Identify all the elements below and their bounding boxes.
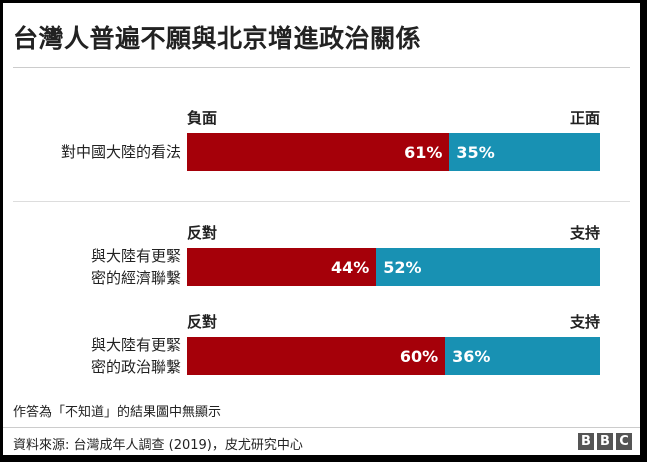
divider [13, 67, 630, 68]
row-label: 與大陸有更緊 密的政治聯繫 [11, 334, 181, 378]
negative-value-label: 44% [330, 257, 370, 277]
source-text: 資料來源: 台灣成年人調查 (2019)，皮尤研究中心 [13, 438, 303, 453]
bar-negative-2: 60% [187, 337, 446, 375]
left-end-label: 反對 [187, 313, 218, 331]
left-end-label: 負面 [187, 109, 218, 127]
row-label-line: 與大陸有更緊 [90, 336, 181, 354]
positive-value-label: 52% [383, 257, 422, 277]
row-label-line: 密的政治聯繫 [90, 358, 181, 376]
right-end-label: 正面 [569, 109, 600, 127]
bbc-logo-letter: B [597, 433, 613, 450]
positive-value-label: 36% [452, 346, 491, 366]
divider [13, 201, 630, 202]
bar-negative-1: 44% [187, 248, 377, 286]
row-label-line: 密的經濟聯繫 [90, 269, 181, 287]
bar-positive-0: 35% [449, 133, 600, 171]
left-end-label: 反對 [187, 224, 218, 242]
row-label: 對中國大陸的看法 [11, 141, 181, 163]
bbc-logo-letter: C [616, 433, 632, 450]
bbc-logo: B B C [578, 433, 632, 450]
right-end-label: 支持 [569, 224, 600, 242]
chart-card: 台灣人普遍不願與北京增進政治關係 負面 正面 對中國大陸的看法 61% 35% … [3, 3, 640, 455]
bar-positive-2: 36% [445, 337, 600, 375]
bbc-logo-letter: B [578, 433, 594, 450]
stacked-bar: 44% 52% [187, 248, 600, 286]
negative-value-label: 60% [399, 346, 439, 366]
stacked-bar: 61% 35% [187, 133, 600, 171]
footnote: 作答為「不知道」的結果圖中無顯示 [13, 405, 222, 420]
row-label: 與大陸有更緊 密的經濟聯繫 [11, 245, 181, 289]
bar-positive-1: 52% [376, 248, 600, 286]
bar-negative-0: 61% [187, 133, 450, 171]
row-label-line: 與大陸有更緊 [90, 247, 181, 265]
row-label-line: 對中國大陸的看法 [60, 143, 181, 161]
positive-value-label: 35% [456, 142, 495, 162]
right-end-label: 支持 [569, 313, 600, 331]
stacked-bar: 60% 36% [187, 337, 600, 375]
divider [3, 427, 640, 428]
negative-value-label: 61% [404, 142, 443, 162]
chart-title: 台灣人普遍不願與北京增進政治關係 [13, 24, 422, 53]
